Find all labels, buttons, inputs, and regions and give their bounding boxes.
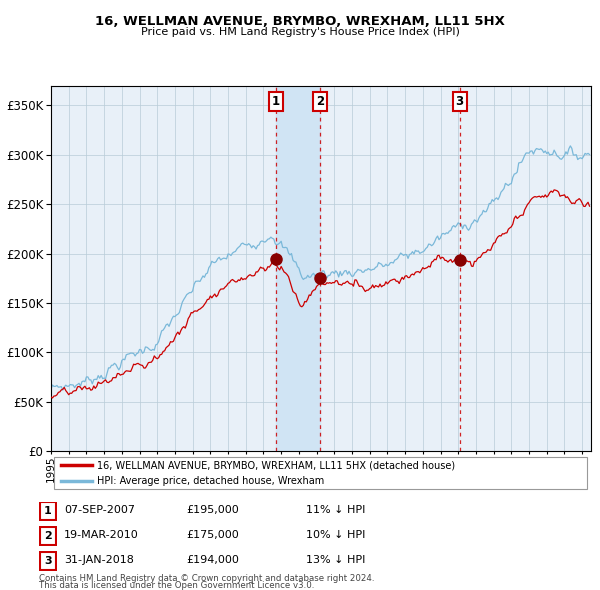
Text: 13% ↓ HPI: 13% ↓ HPI bbox=[306, 555, 365, 565]
FancyBboxPatch shape bbox=[40, 552, 56, 569]
Text: 19-MAR-2010: 19-MAR-2010 bbox=[64, 530, 139, 540]
Text: 1: 1 bbox=[272, 95, 280, 108]
Text: 31-JAN-2018: 31-JAN-2018 bbox=[64, 555, 134, 565]
Text: 3: 3 bbox=[455, 95, 464, 108]
Text: HPI: Average price, detached house, Wrexham: HPI: Average price, detached house, Wrex… bbox=[97, 476, 324, 486]
Text: 10% ↓ HPI: 10% ↓ HPI bbox=[306, 530, 365, 540]
FancyBboxPatch shape bbox=[40, 503, 56, 520]
Text: £194,000: £194,000 bbox=[186, 555, 239, 565]
Bar bbox=[275, 86, 320, 451]
Text: 2: 2 bbox=[44, 531, 52, 541]
Text: 11% ↓ HPI: 11% ↓ HPI bbox=[306, 506, 365, 515]
FancyBboxPatch shape bbox=[54, 457, 587, 490]
Text: This data is licensed under the Open Government Licence v3.0.: This data is licensed under the Open Gov… bbox=[39, 581, 314, 590]
Text: 3: 3 bbox=[44, 556, 52, 566]
Text: £175,000: £175,000 bbox=[186, 530, 239, 540]
Text: Contains HM Land Registry data © Crown copyright and database right 2024.: Contains HM Land Registry data © Crown c… bbox=[39, 573, 374, 583]
Text: 07-SEP-2007: 07-SEP-2007 bbox=[64, 506, 135, 515]
Text: 1: 1 bbox=[44, 506, 52, 516]
Text: Price paid vs. HM Land Registry's House Price Index (HPI): Price paid vs. HM Land Registry's House … bbox=[140, 27, 460, 37]
Text: 2: 2 bbox=[316, 95, 325, 108]
Text: 16, WELLMAN AVENUE, BRYMBO, WREXHAM, LL11 5HX: 16, WELLMAN AVENUE, BRYMBO, WREXHAM, LL1… bbox=[95, 15, 505, 28]
Text: £195,000: £195,000 bbox=[186, 506, 239, 515]
FancyBboxPatch shape bbox=[40, 527, 56, 545]
Text: 16, WELLMAN AVENUE, BRYMBO, WREXHAM, LL11 5HX (detached house): 16, WELLMAN AVENUE, BRYMBO, WREXHAM, LL1… bbox=[97, 460, 455, 470]
